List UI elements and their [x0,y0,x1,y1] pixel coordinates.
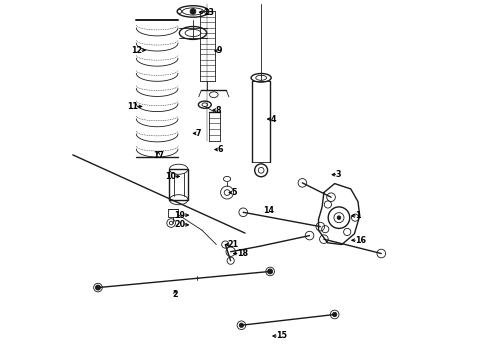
Text: 14: 14 [263,206,274,215]
Text: 12: 12 [131,46,142,55]
Text: 3: 3 [335,170,341,179]
Text: 8: 8 [215,105,221,114]
Bar [168,210,178,217]
Circle shape [333,312,337,317]
Text: 18: 18 [237,249,248,258]
Text: 7: 7 [196,129,201,138]
Text: 21: 21 [228,240,239,249]
Text: 5: 5 [231,188,237,197]
Text: 6: 6 [217,145,222,154]
Text: 4: 4 [271,114,276,123]
Circle shape [268,269,272,274]
Circle shape [337,216,341,220]
Text: 16: 16 [355,236,366,245]
Text: 17: 17 [153,151,164,160]
Bar [170,169,188,200]
Text: 1: 1 [355,211,361,220]
Text: 19: 19 [174,211,185,220]
Circle shape [239,323,244,327]
Text: 13: 13 [203,8,214,17]
Circle shape [190,9,196,14]
Circle shape [96,285,100,290]
Text: 2: 2 [172,290,178,299]
Text: 15: 15 [276,332,287,341]
Text: 11: 11 [127,102,139,111]
Text: 9: 9 [217,46,222,55]
Text: 10: 10 [165,172,176,181]
Text: 20: 20 [174,220,185,229]
